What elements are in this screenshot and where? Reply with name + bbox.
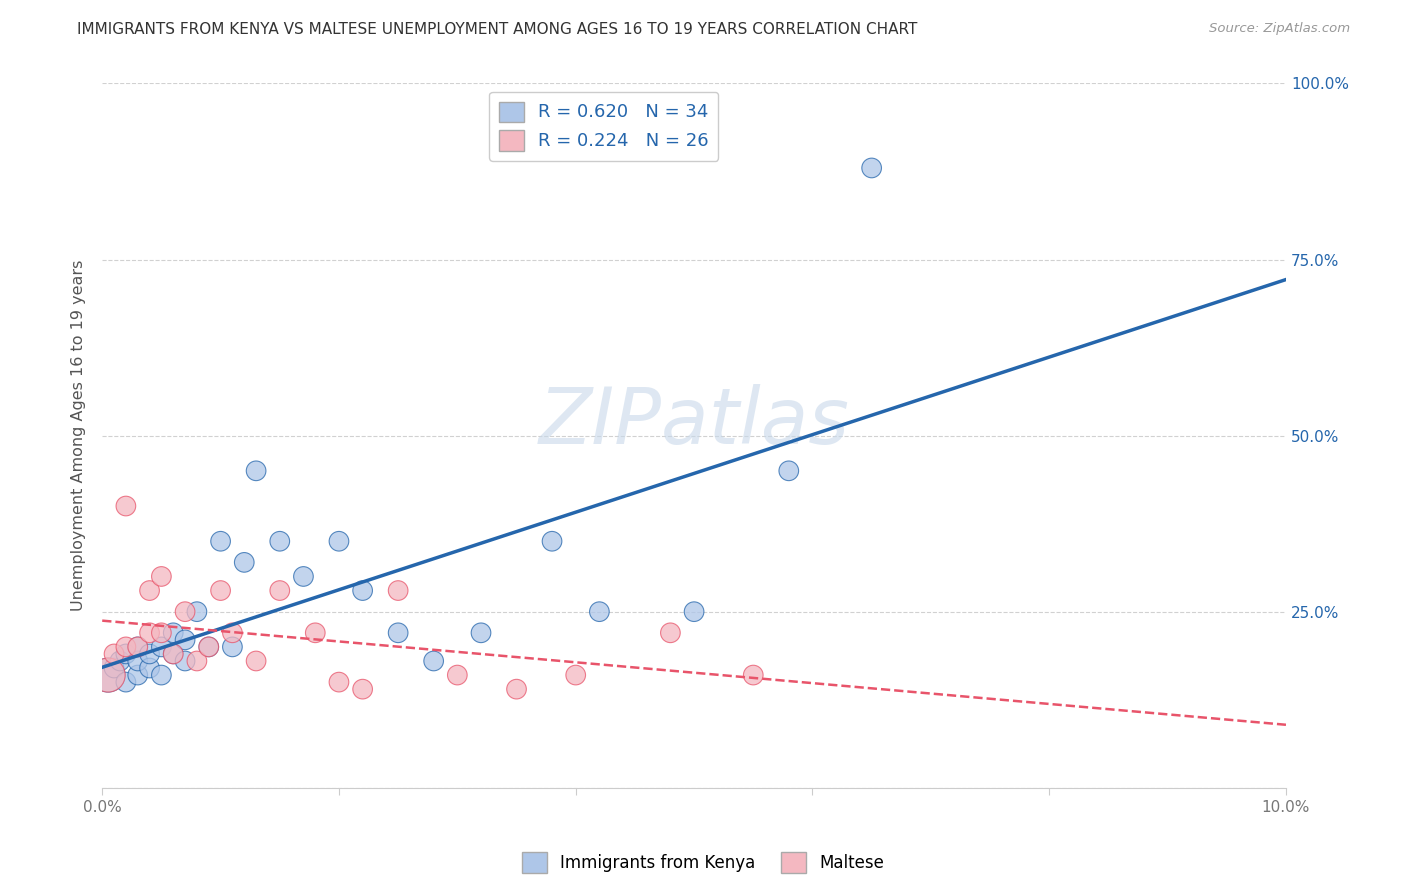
Point xyxy=(150,569,173,583)
Point xyxy=(387,625,409,640)
Legend: R = 0.620   N = 34, R = 0.224   N = 26: R = 0.620 N = 34, R = 0.224 N = 26 xyxy=(489,92,718,161)
Point xyxy=(328,534,350,549)
Point xyxy=(470,625,492,640)
Point xyxy=(292,569,315,583)
Point xyxy=(174,605,197,619)
Point xyxy=(860,161,883,175)
Point xyxy=(138,647,160,661)
Point xyxy=(742,668,765,682)
Point xyxy=(115,499,138,513)
Point xyxy=(115,675,138,690)
Point xyxy=(162,625,184,640)
Point xyxy=(127,640,149,654)
Point xyxy=(186,654,208,668)
Point xyxy=(588,605,610,619)
Text: ZIPatlas: ZIPatlas xyxy=(538,384,849,459)
Point xyxy=(245,464,267,478)
Point xyxy=(97,668,120,682)
Point xyxy=(138,583,160,598)
Text: IMMIGRANTS FROM KENYA VS MALTESE UNEMPLOYMENT AMONG AGES 16 TO 19 YEARS CORRELAT: IMMIGRANTS FROM KENYA VS MALTESE UNEMPLO… xyxy=(77,22,918,37)
Point xyxy=(186,605,208,619)
Point xyxy=(197,640,219,654)
Point xyxy=(103,647,125,661)
Point xyxy=(564,668,586,682)
Legend: Immigrants from Kenya, Maltese: Immigrants from Kenya, Maltese xyxy=(516,846,890,880)
Point xyxy=(446,668,468,682)
Point xyxy=(387,583,409,598)
Point xyxy=(108,654,131,668)
Point xyxy=(127,654,149,668)
Point xyxy=(162,647,184,661)
Point xyxy=(233,555,256,569)
Point xyxy=(352,682,374,697)
Point xyxy=(209,534,232,549)
Point xyxy=(174,632,197,647)
Point xyxy=(221,640,243,654)
Point xyxy=(245,654,267,668)
Point xyxy=(304,625,326,640)
Point xyxy=(97,668,120,682)
Text: Source: ZipAtlas.com: Source: ZipAtlas.com xyxy=(1209,22,1350,36)
Point xyxy=(115,640,138,654)
Point xyxy=(328,675,350,690)
Point xyxy=(103,661,125,675)
Point xyxy=(150,640,173,654)
Point xyxy=(138,625,160,640)
Point xyxy=(422,654,444,668)
Point xyxy=(659,625,682,640)
Point xyxy=(150,625,173,640)
Point xyxy=(197,640,219,654)
Point xyxy=(505,682,527,697)
Y-axis label: Unemployment Among Ages 16 to 19 years: Unemployment Among Ages 16 to 19 years xyxy=(72,260,86,611)
Point xyxy=(174,654,197,668)
Point xyxy=(269,583,291,598)
Point xyxy=(352,583,374,598)
Point xyxy=(221,625,243,640)
Point xyxy=(683,605,706,619)
Point xyxy=(541,534,564,549)
Point xyxy=(127,640,149,654)
Point xyxy=(162,647,184,661)
Point xyxy=(209,583,232,598)
Point xyxy=(115,647,138,661)
Point xyxy=(127,668,149,682)
Point xyxy=(138,661,160,675)
Point xyxy=(269,534,291,549)
Point xyxy=(150,668,173,682)
Point xyxy=(778,464,800,478)
